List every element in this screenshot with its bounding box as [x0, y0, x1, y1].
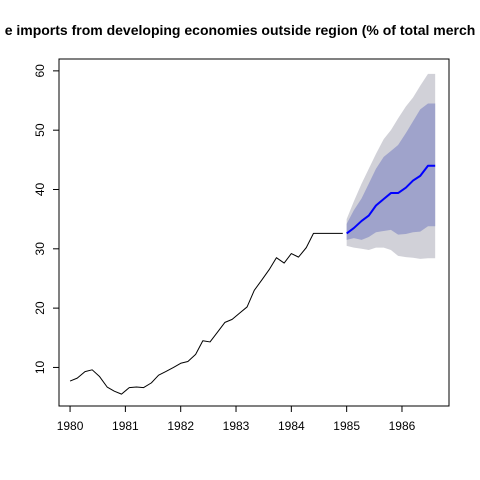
forecast-bands — [346, 73, 436, 259]
forecast-band-1 — [346, 103, 436, 240]
x-tick-label: 1980 — [57, 419, 84, 433]
x-tick-label: 1982 — [167, 419, 194, 433]
observed-line — [69, 232, 343, 395]
forecast-mean-line — [346, 164, 436, 235]
chart-title: e imports from developing economies outs… — [4, 22, 476, 38]
x-tick-label: 1986 — [389, 419, 416, 433]
y-tick-label: 60 — [33, 64, 47, 78]
x-tick-label: 1984 — [278, 419, 305, 433]
y-tick-label: 50 — [33, 123, 47, 137]
series-lines — [69, 164, 436, 395]
x-tick-label: 1985 — [333, 419, 360, 433]
x-tick-label: 1981 — [112, 419, 139, 433]
y-tick-label: 10 — [33, 360, 47, 374]
y-tick-label: 40 — [33, 183, 47, 197]
y-tick-label: 30 — [33, 242, 47, 256]
y-axis: 10 20 30 40 50 60 — [33, 64, 60, 374]
y-tick-label: 20 — [33, 301, 47, 315]
x-axis: 1980 1981 1982 1983 1984 1985 1986 — [57, 405, 416, 433]
x-tick-label: 1983 — [223, 419, 250, 433]
